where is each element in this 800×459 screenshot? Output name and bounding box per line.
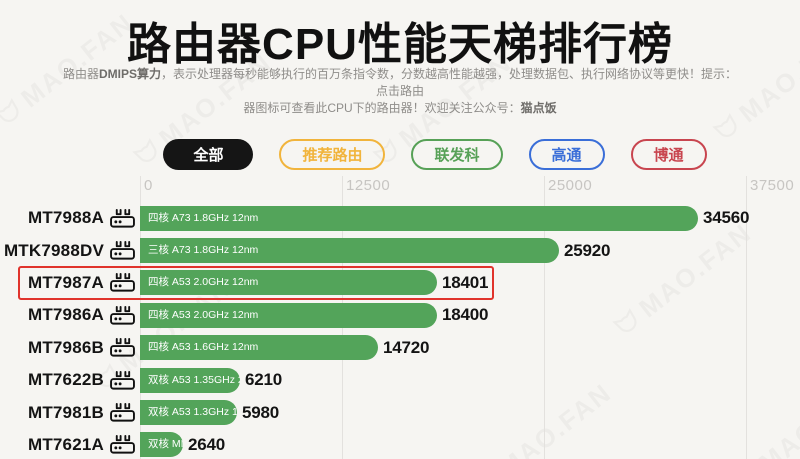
- table-row: MT7988A 四核 A73 1.8GHz 12nm 34560: [0, 202, 800, 234]
- table-row: MT7622B 双核 A53 1.35GHz 2 6210: [0, 364, 800, 396]
- score-value: 14720: [383, 337, 430, 357]
- table-row: MT7986B 四核 A53 1.6GHz 12nm 14720: [0, 332, 800, 364]
- filter-bar: 全部 推荐路由 联发科 高通 博通: [70, 139, 800, 170]
- score-value: 6210: [245, 370, 283, 390]
- table-row: MT7987A 四核 A53 2.0GHz 12nm 18401: [0, 267, 800, 299]
- router-icon[interactable]: [104, 402, 140, 423]
- router-icon[interactable]: [104, 370, 140, 391]
- router-icon[interactable]: [104, 434, 140, 455]
- gridline-37500: [746, 176, 747, 459]
- page-subtitle: 路由器DMIPS算力，表示处理器每秒能够执行的百万条指令数，分数越高性能越强，处…: [60, 66, 740, 117]
- score-value: 2640: [188, 434, 226, 454]
- chip-name: MT7988A: [27, 208, 104, 228]
- cpu-bar: 双核 A53 1.3GHz 12: [140, 400, 237, 426]
- subtitle-bold-account: 猫点饭: [520, 101, 557, 115]
- filter-button-0[interactable]: 全部: [163, 139, 254, 170]
- subtitle-text: 路由器: [62, 67, 99, 81]
- cpu-bar: 双核 MI: [140, 432, 183, 458]
- subtitle-text: 器图标可查看此CPU下的路由器！欢迎关注公众号：: [243, 101, 521, 115]
- router-icon[interactable]: [104, 305, 140, 326]
- table-row: MT7981B 双核 A53 1.3GHz 12 5980: [0, 396, 800, 428]
- filter-button-2[interactable]: 联发科: [411, 139, 503, 170]
- chip-name: MTK7988DV: [3, 240, 104, 260]
- router-icon[interactable]: [104, 240, 140, 261]
- cpu-bar: 四核 A53 2.0GHz 12nm: [140, 302, 437, 328]
- chip-name: MT7622B: [27, 370, 104, 390]
- axis-tick-37500: 37500: [750, 177, 795, 194]
- router-icon[interactable]: [104, 272, 140, 293]
- score-value: 34560: [703, 208, 750, 228]
- filter-button-1[interactable]: 推荐路由: [279, 139, 386, 170]
- table-row: MT7621A 双核 MI 2640: [0, 429, 800, 459]
- filter-button-4[interactable]: 博通: [630, 139, 707, 170]
- chip-name: MT7981B: [27, 402, 104, 422]
- score-value: 18401: [442, 272, 489, 292]
- gridline-25000: [544, 176, 545, 459]
- axis-tick-12500: 12500: [346, 177, 391, 194]
- subtitle-bold-dmips: DMIPS算力: [98, 67, 161, 81]
- chip-name: MT7987A: [27, 272, 104, 292]
- score-value: 18400: [442, 305, 489, 325]
- cpu-bar: 四核 A53 1.6GHz 12nm: [140, 335, 378, 361]
- table-row: MTK7988DV 三核 A73 1.8GHz 12nm 25920: [0, 234, 800, 266]
- chart-rows: MT7988A 四核 A73 1.8GHz 12nm 34560 MTK7988DV 三…: [0, 202, 800, 459]
- chip-name: MT7986B: [27, 337, 104, 357]
- score-value: 5980: [242, 402, 280, 422]
- router-icon[interactable]: [104, 337, 140, 358]
- filter-button-3[interactable]: 高通: [528, 139, 605, 170]
- axis-tick-25000: 25000: [548, 177, 593, 194]
- page-title: 路由器CPU性能天梯排行榜: [127, 20, 673, 69]
- cpu-bar: 三核 A73 1.8GHz 12nm: [140, 238, 559, 264]
- table-row: MT7986A 四核 A53 2.0GHz 12nm 18400: [0, 299, 800, 331]
- chip-name: MT7986A: [27, 305, 104, 325]
- axis-tick-0: 0: [144, 177, 153, 194]
- cpu-bar: 双核 A53 1.35GHz 2: [140, 367, 240, 393]
- subtitle-text: ，表示处理器每秒能够执行的百万条指令数，分数越高性能越强，处理数据包、执行网络协…: [161, 67, 738, 98]
- score-value: 25920: [564, 240, 611, 260]
- cpu-bar: 四核 A53 2.0GHz 12nm: [140, 270, 437, 296]
- cpu-bar: 四核 A73 1.8GHz 12nm: [140, 205, 698, 231]
- chip-name: MT7621A: [27, 434, 104, 454]
- router-icon[interactable]: [104, 208, 140, 229]
